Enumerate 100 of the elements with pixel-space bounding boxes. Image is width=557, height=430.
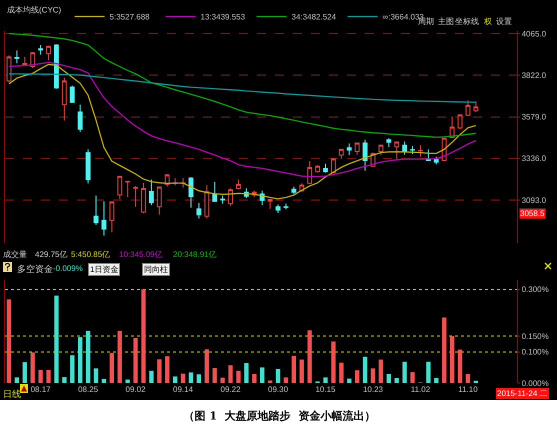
bar [292,356,296,383]
candlestick [109,201,114,233]
candlestick [338,148,344,160]
bar [6,299,12,383]
x-tick-label: 11.10 [458,385,478,394]
text: 多空资金 [17,264,53,274]
bar [46,370,51,383]
bar [133,338,138,383]
bar [165,356,170,383]
bar [362,356,368,383]
bar [78,337,82,383]
bar [354,370,360,383]
bar [347,378,352,383]
candlestick [354,142,360,156]
bar [228,365,233,383]
x-tick-label: 09.30 [268,385,289,394]
candlestick [101,200,106,236]
candlestick [156,186,162,216]
candlestick [22,56,28,66]
y-tick-label: 3579.0 [522,112,547,122]
candlestick [14,50,20,64]
candlestick [323,163,328,174]
bar [402,362,407,383]
bar [188,372,194,383]
candlestick [378,144,384,156]
text: 权 [483,17,492,26]
candlestick [86,148,91,184]
candlestick [188,176,194,208]
candlestick [466,100,470,116]
bar [331,341,336,383]
candlestick [38,44,44,56]
candlestick [117,175,122,200]
text: 3058.5 [520,209,546,218]
text: 设置 [496,17,512,26]
x-tick-label: 10.23 [362,385,384,394]
bar [244,363,249,383]
bar [86,330,90,383]
text: 10:345.09亿 [119,250,163,259]
candlestick [78,104,83,132]
bar [466,374,470,383]
bar [370,368,376,383]
y-tick-label: 0.100% [522,348,549,357]
candlestick [434,156,439,165]
candlestick [220,195,226,204]
y-tick-label: 0.300% [522,285,549,294]
bar [220,378,225,383]
x-tick-label: 09.14 [173,385,194,394]
candlestick [268,198,273,210]
candlestick [450,116,455,138]
candlestick [133,185,138,208]
x-tick-label: 09.22 [220,385,242,394]
candlestick [291,186,296,195]
bar [118,330,122,383]
bar [62,377,67,383]
text: 主图 [438,17,454,26]
bar [94,368,98,383]
text: 日线 [3,389,21,399]
candlestick [46,45,51,61]
bar [426,362,431,383]
bar [14,377,20,383]
y-tick-label: 3336.0 [522,154,547,164]
bar [38,370,43,383]
legend-label: 34:3482.524 [292,12,337,22]
text: （图 1 大盘原地踏步 资金小幅流出） [184,410,376,422]
bar [252,374,256,383]
y-tick-label: 3093.0 [522,196,547,205]
bar [442,317,446,383]
bar [410,372,415,383]
bar [141,289,146,383]
bar [300,360,304,383]
candlestick [330,158,336,174]
text: 5:450.85亿 [71,250,110,259]
bar [339,362,344,383]
candlestick [212,181,218,202]
candlestick [6,54,12,83]
bar [212,368,217,383]
bar [323,377,328,383]
bar [386,374,391,383]
candlestick [236,179,241,190]
bar [284,377,288,383]
text: 1日资金 [90,265,118,274]
text: -0.009% [53,264,83,273]
candlestick [410,146,415,155]
x-tick-label: 10.15 [315,385,336,394]
candlestick [54,44,59,90]
x-tick-label: 08.17 [30,385,52,394]
candlestick [94,195,98,226]
bar [196,374,202,383]
y-tick-label: 3822.0 [522,70,547,80]
candlestick [62,77,67,122]
candlestick [402,140,408,156]
candlestick [458,114,462,130]
y-tick-label: 0.000% [522,378,549,388]
candlestick [394,140,400,160]
candlestick [228,188,233,206]
line-series [8,73,476,103]
bar [125,380,130,383]
bar [70,355,74,383]
candlestick [276,204,280,214]
candlestick [473,101,478,112]
